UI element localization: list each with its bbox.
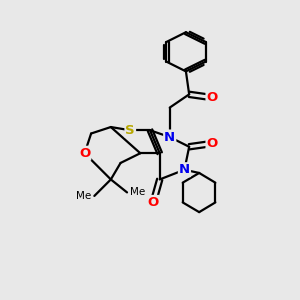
Text: S: S <box>125 124 135 137</box>
Text: O: O <box>79 147 90 160</box>
Text: O: O <box>206 91 218 104</box>
Text: O: O <box>206 137 218 150</box>
Text: Me: Me <box>130 188 145 197</box>
Text: Me: Me <box>76 191 92 201</box>
Text: N: N <box>164 130 175 143</box>
Text: N: N <box>179 163 190 176</box>
Text: O: O <box>148 196 159 209</box>
